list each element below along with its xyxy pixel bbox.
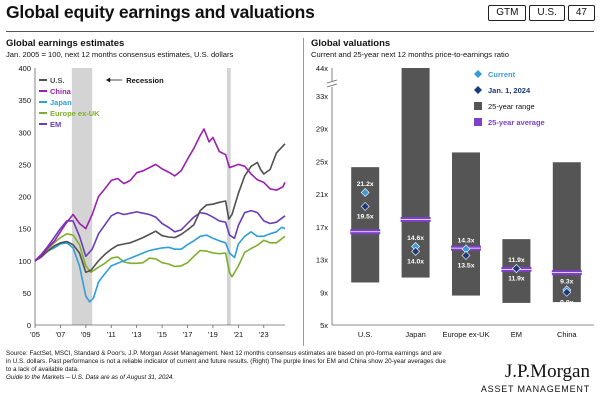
y-tick-label: 50 bbox=[23, 289, 31, 298]
category-label-3: EM bbox=[511, 330, 522, 339]
y-tick-label: 350 bbox=[18, 96, 31, 105]
y-tick-label: 17x bbox=[316, 223, 328, 232]
legend-label-japan: Japan bbox=[50, 98, 72, 107]
y-tick-label: 13x bbox=[316, 256, 328, 265]
legend-current-marker bbox=[474, 70, 482, 78]
recession-band-0 bbox=[71, 68, 93, 325]
header-chips: GTM U.S. 47 bbox=[488, 5, 595, 21]
category-label-2: Europe ex-UK bbox=[442, 330, 489, 339]
earnings-panel-title: Global earnings estimates bbox=[6, 38, 125, 49]
series-line-em bbox=[34, 209, 286, 262]
axis-break-mark bbox=[326, 79, 338, 84]
jan2024-value-label-0: 19.5x bbox=[357, 213, 374, 220]
series-line-japan bbox=[34, 226, 286, 303]
category-label-1: Japan bbox=[405, 330, 425, 339]
x-tick-label: '07 bbox=[56, 330, 66, 339]
jan2024-value-label-1: 14.0x bbox=[407, 258, 424, 265]
x-tick-label: '05 bbox=[30, 330, 40, 339]
y-tick-label: 0 bbox=[27, 321, 31, 330]
y-tick-label: 300 bbox=[18, 128, 31, 137]
current-value-label-0: 21.2x bbox=[357, 181, 374, 188]
legend-current-label: Current bbox=[488, 70, 516, 79]
legend-range-swatch bbox=[474, 102, 482, 110]
series-line-europe bbox=[34, 233, 286, 278]
current-value-label-3: 11.9x bbox=[508, 257, 525, 264]
jan2024-marker-0 bbox=[360, 201, 370, 211]
x-tick-label: '23 bbox=[259, 330, 269, 339]
current-marker-0 bbox=[360, 188, 370, 197]
jan2024-value-label-3: 11.9x bbox=[508, 276, 525, 283]
current-value-label-4: 9.3x bbox=[560, 278, 573, 285]
jpmorgan-logo: J.P.Morgan ASSET MANAGEMENT bbox=[481, 361, 590, 394]
current-value-label-1: 14.6x bbox=[407, 235, 424, 242]
title-rule bbox=[6, 31, 594, 32]
y-tick-label: 44x bbox=[316, 64, 328, 73]
x-tick-label: '11 bbox=[107, 330, 116, 339]
valuations-panel-title: Global valuations bbox=[311, 38, 391, 49]
chip-gtm: GTM bbox=[488, 5, 527, 21]
valuations-panel-subtitle: Current and 25-year next 12 months price… bbox=[311, 50, 509, 59]
page-title: Global equity earnings and valuations bbox=[6, 2, 315, 22]
chip-page-number: 47 bbox=[567, 5, 595, 21]
guide-note: Guide to the Markets – U.S. Data are as … bbox=[6, 374, 175, 381]
range-bar-4 bbox=[552, 162, 581, 303]
range-bar-2 bbox=[452, 152, 480, 296]
y-tick-label: 150 bbox=[18, 225, 31, 234]
legend-average-label: 25-year average bbox=[488, 118, 545, 127]
x-tick-label: '21 bbox=[233, 330, 243, 339]
recession-band-1 bbox=[226, 68, 231, 325]
jan2024-marker-4 bbox=[562, 287, 572, 297]
chip-region: U.S. bbox=[529, 5, 565, 21]
valuations-bar-chart: 5x 9x 13x 17x 21x 25x 29x 33x 44x 21.2x 19.5x U.S. 1… bbox=[316, 64, 594, 339]
jan2024-marker-1 bbox=[411, 246, 421, 256]
y-tick-label: 200 bbox=[18, 193, 31, 202]
legend-label-europe: Europe ex-UK bbox=[50, 109, 100, 118]
source-note: Source: FactSet, MSCI, Standard & Poor's… bbox=[6, 350, 446, 373]
series-line-us bbox=[34, 143, 286, 274]
current-value-label-2: 14.3x bbox=[457, 237, 474, 244]
legend-jan2024-marker bbox=[474, 86, 482, 94]
jan2024-marker-2 bbox=[461, 251, 471, 260]
x-tick-label: '15 bbox=[157, 330, 167, 339]
earnings-panel-subtitle: Jan. 2005 = 100, next 12 months consensu… bbox=[6, 50, 234, 59]
recession-arrow-head bbox=[106, 77, 111, 83]
legend-average-swatch bbox=[474, 118, 482, 126]
x-tick-label: '09 bbox=[81, 330, 91, 339]
footnote: Source: FactSet, MSCI, Standard & Poor's… bbox=[6, 350, 446, 382]
y-tick-label: 9x bbox=[320, 288, 328, 297]
category-label-0: U.S. bbox=[358, 330, 373, 339]
axis-break-gap bbox=[328, 81, 336, 87]
legend-range-label: 25-year range bbox=[488, 102, 535, 111]
legend-label-us: U.S. bbox=[50, 76, 65, 85]
y-tick-label: 400 bbox=[18, 64, 31, 73]
x-tick-label: '13 bbox=[132, 330, 142, 339]
y-tick-label: 25x bbox=[316, 157, 328, 166]
logo-wordmark: J.P.Morgan bbox=[504, 361, 590, 382]
x-tick-label: '19 bbox=[208, 330, 218, 339]
y-tick-label: 5x bbox=[320, 321, 328, 330]
jan2024-value-label-2: 13.5x bbox=[457, 262, 474, 269]
y-tick-label: 33x bbox=[316, 92, 328, 101]
y-tick-label: 29x bbox=[316, 125, 328, 134]
earnings-line-chart: 0 50 100 150 200 250 300 350 400 '05 '07 '09 '11 '13 '… bbox=[18, 64, 286, 339]
legend-label-china: China bbox=[50, 87, 72, 96]
jan2024-value-label-4: 9.0x bbox=[560, 299, 573, 306]
series-line-china bbox=[34, 128, 286, 262]
y-tick-label: 21x bbox=[316, 190, 328, 199]
legend-jan2024-label: Jan. 1, 2024 bbox=[488, 86, 531, 95]
panel-divider bbox=[303, 38, 304, 346]
jan2024-marker-3 bbox=[511, 264, 521, 273]
x-tick-label: '17 bbox=[183, 330, 193, 339]
legend-label-em: EM bbox=[50, 120, 61, 129]
logo-subline: ASSET MANAGEMENT bbox=[480, 384, 590, 394]
range-bar-0 bbox=[351, 167, 380, 283]
axis-break-mark bbox=[326, 83, 338, 88]
category-label-4: China bbox=[557, 330, 577, 339]
recession-label: Recession bbox=[126, 76, 164, 85]
y-tick-label: 100 bbox=[18, 257, 31, 266]
y-tick-label: 250 bbox=[18, 160, 31, 169]
